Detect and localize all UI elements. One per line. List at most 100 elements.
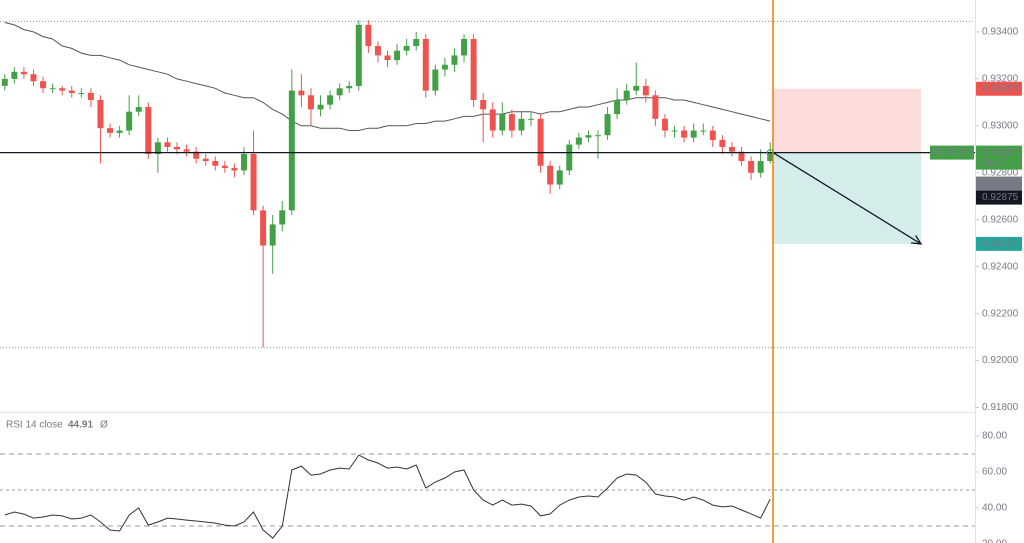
candle-body	[642, 85, 649, 96]
symbol-label: EURCHF	[933, 147, 975, 158]
candle-body	[107, 128, 114, 133]
candle-body	[87, 92, 94, 101]
candle-body	[154, 142, 161, 155]
candle-body	[700, 130, 707, 132]
rsi-pane: RSI 14 close 44.91 Ø	[0, 420, 975, 539]
candle-body	[307, 95, 314, 110]
candle-body	[728, 146, 735, 152]
candle-body	[566, 144, 573, 171]
candle-body	[355, 24, 362, 86]
candle-body	[422, 38, 429, 91]
arrow-head	[910, 235, 923, 245]
candle-body	[518, 118, 525, 131]
symbol-box	[930, 145, 974, 160]
candle-body	[652, 95, 659, 119]
y-tick-label: 80.00	[982, 431, 1007, 442]
y-tick-label: 60.00	[982, 467, 1007, 478]
y-tick-label: 0.92400	[982, 261, 1019, 272]
candle-body	[126, 111, 133, 131]
price-label-box	[976, 190, 1022, 205]
price-label: 0.92886	[982, 147, 1019, 158]
candle-body	[547, 165, 554, 185]
moving-average	[4, 22, 771, 131]
candle-body	[604, 114, 611, 136]
candle-body	[757, 161, 764, 173]
candle-body	[413, 38, 420, 47]
y-tick-label: 0.93400	[982, 27, 1019, 38]
y-tick-label: 0.92800	[982, 167, 1019, 178]
candle-body	[470, 38, 477, 101]
rsi-value: 44.91	[68, 420, 93, 431]
price-label-box	[976, 176, 1022, 191]
candle-body	[260, 210, 267, 246]
candle-body	[221, 165, 228, 169]
candle-body	[394, 50, 401, 61]
candle-body	[365, 24, 372, 47]
rsi-title: RSI 14 close	[6, 420, 63, 431]
candle-body	[432, 69, 439, 91]
candle-body	[288, 90, 295, 211]
candle-body	[193, 151, 200, 159]
last-point	[766, 149, 774, 157]
candle-body	[528, 118, 535, 120]
y-tick-label: 0.92000	[982, 355, 1019, 366]
candle-body	[202, 158, 209, 162]
candle-body	[585, 135, 592, 138]
candle-body	[461, 38, 468, 56]
candle-body	[623, 90, 630, 101]
candle-body	[681, 130, 688, 138]
candle-body	[346, 85, 353, 89]
y-tick-label: 0.92200	[982, 308, 1019, 319]
candle-body	[68, 90, 75, 93]
candle-body	[480, 100, 487, 110]
candle-body	[59, 88, 66, 91]
candle-body	[97, 100, 104, 129]
candle-body	[671, 130, 678, 132]
candle-body	[767, 152, 774, 162]
candle-body	[719, 139, 726, 147]
candle-body	[661, 118, 668, 131]
candle-body	[317, 104, 324, 110]
candle-body	[327, 95, 334, 105]
candle-body	[30, 74, 37, 82]
y-tick-label: 0.93200	[982, 74, 1019, 85]
candle-body	[575, 137, 582, 145]
price-label-box	[976, 145, 1022, 170]
y-tick-label: 0.92600	[982, 214, 1019, 225]
stop-zone	[773, 88, 921, 153]
price-axis: 0.91800 0.92000 0.92200 0.92400 0.92600 0.928…	[930, 27, 1022, 543]
candle-body	[403, 46, 410, 51]
candle-body	[441, 64, 448, 70]
candle-body	[116, 130, 123, 133]
candle-body	[298, 90, 305, 96]
candle-body	[145, 107, 152, 155]
countdown-label: 31:47	[982, 158, 1007, 169]
rsi-icon: Ø	[100, 420, 108, 431]
candle-body	[336, 88, 343, 96]
y-tick-label: 0.91800	[982, 402, 1019, 413]
price-label: 0.92878	[982, 178, 1019, 189]
candle-body	[231, 168, 238, 171]
candle-body	[40, 81, 47, 89]
candle-body	[269, 224, 276, 246]
candle-body	[451, 55, 458, 65]
candle-body	[489, 109, 496, 131]
candle-body	[690, 130, 697, 138]
candle-body	[240, 154, 247, 171]
candle-body	[594, 135, 601, 137]
candle-body	[508, 114, 515, 131]
candle-body	[164, 142, 171, 147]
candle-body	[738, 151, 745, 162]
projection-arrow	[772, 152, 922, 245]
price-label: 0.92875	[982, 192, 1019, 203]
candle-body	[537, 118, 544, 166]
candle-body	[633, 85, 640, 91]
candle-body	[174, 146, 181, 150]
candle-body	[374, 46, 381, 56]
price-label-box	[976, 236, 1022, 251]
candle-body	[709, 130, 716, 140]
